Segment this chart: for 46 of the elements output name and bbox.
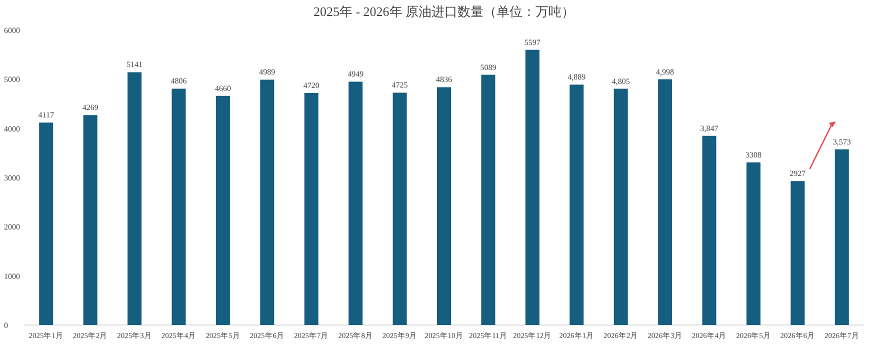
y-tick-label: 0 (4, 321, 8, 330)
data-label: 3308 (745, 150, 762, 160)
bar (834, 149, 849, 325)
bar (570, 84, 584, 325)
data-label: 4720 (303, 80, 320, 90)
data-label: 4269 (82, 103, 98, 112)
data-label: 3,847 (700, 124, 718, 133)
bar (392, 92, 407, 325)
data-label: 4,998 (656, 67, 674, 76)
data-label: 5089 (480, 62, 496, 72)
data-label: 4117 (38, 110, 54, 120)
data-label: 4989 (259, 68, 276, 77)
data-label: 4,805 (612, 76, 630, 86)
bar (172, 88, 186, 325)
bar (128, 72, 142, 325)
y-tick-label: 5000 (4, 75, 20, 84)
data-label: 4806 (170, 76, 187, 86)
data-label: 5141 (126, 60, 143, 70)
bar (481, 74, 496, 325)
bar (260, 80, 274, 325)
bar (790, 181, 805, 325)
data-label: 4725 (392, 80, 408, 90)
bar (746, 162, 760, 325)
y-tick-label: 2000 (4, 222, 20, 232)
y-tick-label: 4000 (4, 124, 20, 134)
bar (39, 122, 54, 325)
bar (658, 79, 672, 325)
bar (614, 88, 628, 325)
data-label: 4949 (348, 70, 364, 79)
bar (437, 87, 451, 325)
y-tick-label: 6000 (4, 26, 20, 35)
data-label: 5597 (524, 38, 540, 47)
y-tick-label: 1000 (4, 272, 20, 281)
bar (83, 115, 98, 325)
bar (304, 92, 318, 325)
data-label: 4836 (436, 75, 452, 84)
bar (348, 82, 363, 325)
bar (216, 96, 230, 325)
data-label: 4,889 (568, 72, 586, 82)
data-label: 4660 (214, 84, 231, 93)
data-label: 2927 (790, 169, 806, 178)
chart-title: 2025年 - 2026年 原油进口数量（单位：万吨） (313, 4, 575, 19)
bar (702, 136, 716, 325)
bar (525, 50, 540, 325)
y-tick-label: 3000 (4, 174, 20, 182)
data-label: 3,573 (832, 137, 851, 146)
